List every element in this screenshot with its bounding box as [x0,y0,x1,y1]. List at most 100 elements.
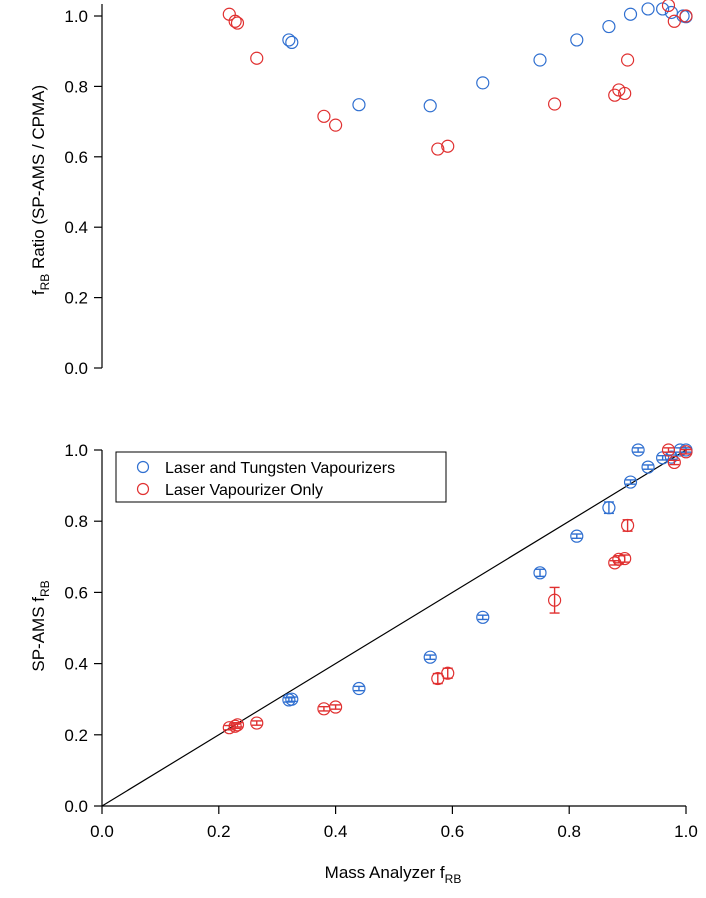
main-x-tick-label: 0.0 [90,822,114,841]
main-point-red [228,719,242,733]
main-x-axis: 0.0 0.2 0.4 0.6 0.8 1.0 [90,805,698,841]
ratio-point-red [667,14,681,28]
main-point-red [620,518,635,533]
ratio-point-red [230,16,245,30]
main-y-tick-label: 0.8 [64,512,88,531]
main-y-tick-label: 0.4 [64,655,88,674]
main-point-red [441,666,455,680]
main-y-tick-label: 0.6 [64,583,88,602]
main-point-red [329,700,343,714]
ratio-y-axis-label: fRB Ratio (SP-AMS / CPMA) [29,85,52,295]
ratio-point-blue [476,76,490,90]
ratio-point-red [618,86,632,101]
point-marker [602,501,616,515]
ratio-y-tick-label: 0.8 [64,77,88,96]
main-point-blue [352,681,366,696]
point-marker [423,650,437,664]
main-point-blue [570,529,584,543]
point-marker [441,666,455,680]
ratio-y-tick-label: 1.0 [64,7,88,26]
main-points [222,443,693,735]
point-marker [250,716,264,730]
main-y-tick-label: 0.0 [64,797,88,816]
point-marker [476,610,490,624]
ratio-point-red [431,142,445,156]
main-point-red [618,551,632,566]
main-point-red [250,716,264,730]
point-marker [623,475,638,489]
ratio-point-red [441,139,455,153]
main-point-blue [423,650,437,664]
main-x-tick-label: 0.4 [324,822,348,841]
main-x-tick-label: 1.0 [674,822,698,841]
main-point-blue [641,460,655,474]
main-y-tick-label: 0.2 [64,726,88,745]
point-marker [631,443,645,457]
legend: Laser and Tungsten Vapourizers Laser Vap… [115,451,447,503]
point-marker [661,443,676,457]
main-x-tick-label: 0.8 [557,822,581,841]
point-marker [570,529,584,543]
ratio-point-blue [352,98,366,112]
ratio-point-red [620,53,635,67]
point-marker [230,718,245,732]
ratio-point-red [661,0,676,13]
ratio-point-red [317,109,331,123]
legend-marker-blue [136,460,150,474]
legend-label-blue: Laser and Tungsten Vapourizers [165,460,395,477]
one-to-one-line [101,449,687,807]
point-marker [228,719,242,733]
main-y-axis-label: SP-AMS fRB [29,580,52,671]
point-marker [641,460,655,474]
ratio-point-blue [285,35,299,50]
main-x-axis-label: Mass Analyzer fRB [325,863,462,886]
ratio-point-blue [623,7,638,21]
main-point-red [667,455,681,470]
main-point-blue [602,501,616,515]
ratio-point-blue [423,99,437,113]
ratio-y-tick-label: 0.4 [64,218,88,237]
main-y-axis: 0.0 0.2 0.4 0.6 0.8 1.0 [64,441,103,816]
ratio-y-tick-label: 0.0 [64,359,88,378]
point-marker [285,692,299,706]
main-point-red [661,443,676,457]
main-point-blue [533,566,547,580]
ratio-point-red [679,9,693,23]
main-point-red [547,586,562,614]
one-to-one-line-path [101,449,687,807]
legend-marker-red [136,482,150,496]
point-marker [620,518,635,533]
main-point-red [679,445,693,459]
ratio-y-tick-label: 0.6 [64,148,88,167]
point-marker [533,566,547,580]
ratio-point-blue [664,5,679,20]
ratio-point-blue [602,19,616,34]
main-x-tick-label: 0.2 [207,822,231,841]
legend-box [115,451,447,503]
ratio-point-red [547,97,562,111]
ratio-point-blue [533,53,547,67]
main-point-red [317,702,331,716]
ratio-points [222,0,693,156]
point-marker [679,445,693,459]
main-y-tick-label: 1.0 [64,441,88,460]
ratio-point-red [329,118,343,132]
ratio-point-blue [641,2,655,16]
ratio-y-axis: 0.0 0.2 0.4 0.6 0.8 1.0 [64,4,103,378]
main-panel: 0.0 0.2 0.4 0.6 0.8 1.0 0.0 0.2 0.4 0.6 0.8 1.0 SP… [29,441,698,886]
ratio-point-red [228,14,242,28]
ratio-point-red [250,51,264,65]
ratio-point-blue [282,33,296,47]
point-marker [329,700,343,714]
ratio-point-blue [570,33,584,47]
point-marker [667,455,681,470]
main-point-blue [476,610,490,624]
point-marker [352,681,366,696]
point-marker [618,551,632,566]
main-x-tick-label: 0.6 [441,822,465,841]
main-point-blue [623,475,638,489]
point-marker [547,593,562,607]
ratio-y-tick-label: 0.2 [64,289,88,308]
main-point-blue [285,692,299,706]
